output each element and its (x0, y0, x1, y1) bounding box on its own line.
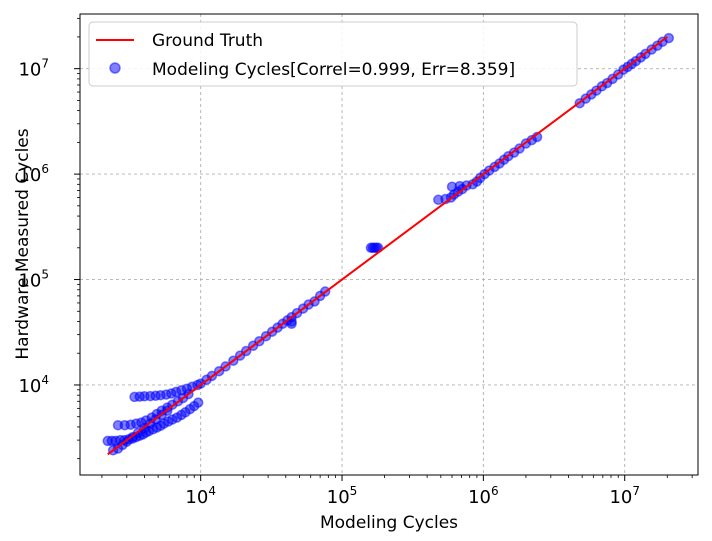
x-tick-label: 107 (609, 484, 640, 508)
x-tick-label: 105 (327, 484, 358, 508)
legend-ground-truth-label: Ground Truth (152, 31, 263, 51)
scatter-point (192, 397, 204, 408)
y-axis-label: Hardware Measured Cycles (13, 128, 33, 359)
series-layer (102, 32, 675, 456)
plot-frame (79, 13, 699, 476)
legend: Ground Truth Modeling Cycles[Correl=0.99… (88, 21, 578, 87)
ground-truth-line (107, 36, 668, 456)
legend-box (88, 21, 578, 87)
legend-modeling-label: Modeling Cycles[Correl=0.999, Err=8.359] (152, 60, 515, 80)
y-tick-label: 107 (18, 57, 49, 81)
x-axis-label: Modeling Cycles (320, 513, 458, 533)
y-tick-label: 104 (18, 373, 49, 397)
x-tick-label: 106 (468, 484, 499, 508)
legend-modeling-swatch (109, 62, 121, 74)
x-tick-label: 104 (185, 484, 216, 508)
